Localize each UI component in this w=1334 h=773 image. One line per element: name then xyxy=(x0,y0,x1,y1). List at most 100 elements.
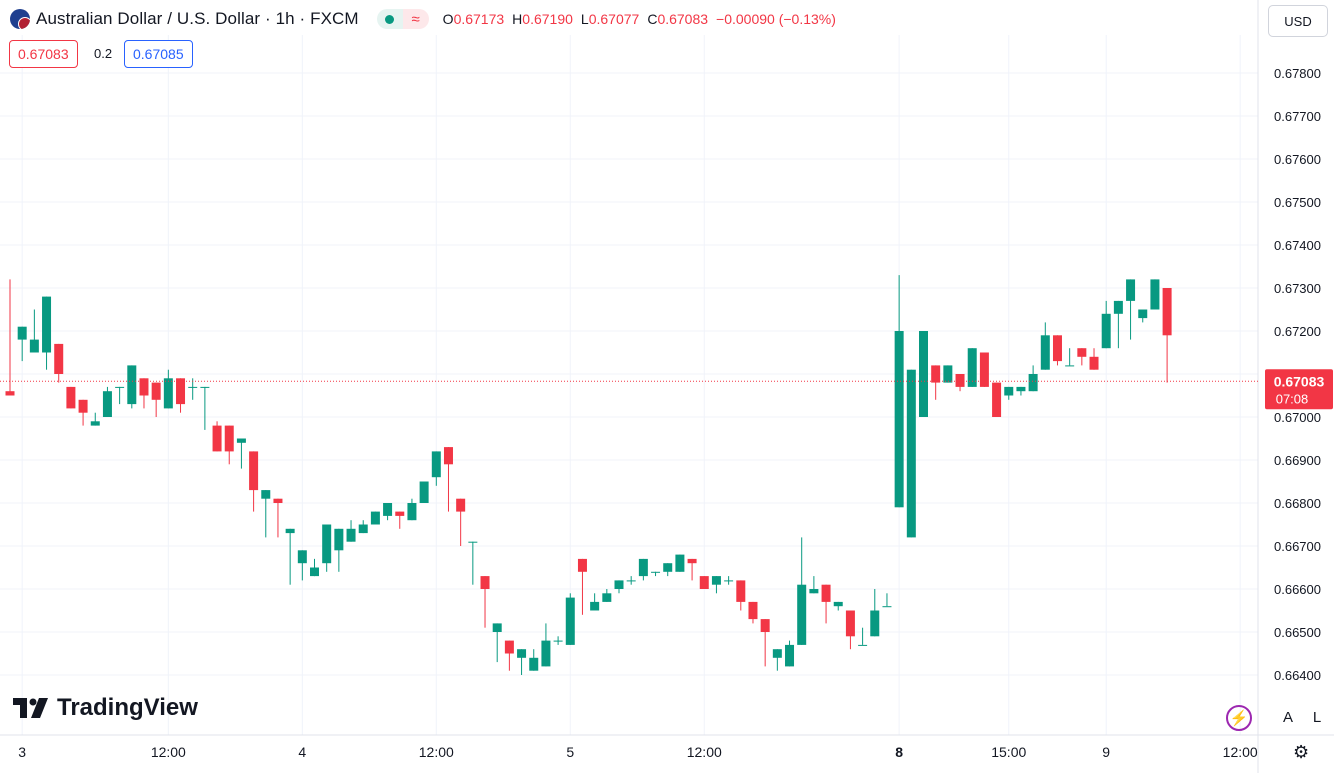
candle-up xyxy=(675,554,685,572)
candle-body xyxy=(931,365,941,383)
spread-value: 0.2 xyxy=(94,46,113,61)
candle-body xyxy=(967,348,977,387)
candle-up xyxy=(468,541,478,585)
last-price-label-bg xyxy=(1265,369,1333,410)
price-tick-label: 0.67700 xyxy=(1274,109,1321,124)
candle-body xyxy=(1077,348,1087,357)
candle-up xyxy=(1101,300,1111,349)
bar-countdown-label: 07:08 xyxy=(1276,391,1309,406)
candle-down xyxy=(151,382,161,417)
price-tick-label: 0.67600 xyxy=(1274,152,1321,167)
auto-scale-button[interactable]: A xyxy=(1276,704,1300,730)
candle-body xyxy=(224,425,234,452)
candle-body xyxy=(443,447,453,465)
candle-body xyxy=(17,326,27,340)
candle-up xyxy=(906,369,916,538)
candle-body xyxy=(163,378,173,409)
last-price-label: 0.67083 xyxy=(1274,373,1325,389)
currency-selector[interactable]: USD xyxy=(1268,5,1328,37)
candle-body xyxy=(675,554,685,572)
candle-down xyxy=(1162,288,1172,383)
candle-body xyxy=(90,421,100,426)
candle-down xyxy=(66,386,76,409)
candle-body xyxy=(261,490,271,499)
candle-up xyxy=(419,481,429,503)
candle-down xyxy=(480,576,490,628)
candle-down xyxy=(504,640,514,671)
candle-up xyxy=(797,537,807,645)
time-tick-label: 12:00 xyxy=(419,744,454,760)
candle-body xyxy=(1052,335,1062,362)
candle-up xyxy=(310,558,319,577)
candle-down xyxy=(54,343,64,383)
log-scale-button[interactable]: L xyxy=(1305,704,1329,730)
candle-up xyxy=(236,438,246,469)
market-status-pill[interactable]: ≈ xyxy=(376,9,429,29)
chart-header: Australian Dollar / U.S. Dollar · 1h · F… xyxy=(10,8,836,30)
candle-down xyxy=(699,576,709,589)
buy-price-button[interactable]: 0.67085 xyxy=(124,40,193,68)
candle-up xyxy=(663,563,673,577)
candle-down xyxy=(395,511,405,529)
candle-down xyxy=(443,447,453,512)
tradingview-logo[interactable]: TradingView xyxy=(13,694,198,722)
lightning-icon[interactable]: ⚡ xyxy=(1226,705,1252,731)
sell-price-button[interactable]: 0.67083 xyxy=(9,40,78,68)
candle-body xyxy=(1016,386,1026,392)
candle-body xyxy=(748,601,758,620)
candle-body xyxy=(346,528,356,542)
candle-body xyxy=(906,369,916,538)
wave-icon: ≈ xyxy=(402,9,429,29)
symbol-title[interactable]: Australian Dollar / U.S. Dollar · 1h · F… xyxy=(36,9,359,28)
candle-body xyxy=(943,365,953,383)
candle-body xyxy=(541,640,551,667)
candle-body xyxy=(1004,386,1014,396)
candle-up xyxy=(626,576,636,585)
candle-up xyxy=(529,649,539,671)
candle-body xyxy=(651,571,661,573)
candle-down xyxy=(577,558,587,615)
candle-up xyxy=(42,296,52,370)
aud-usd-flag-icon xyxy=(10,9,30,29)
candle-body xyxy=(955,374,965,387)
candles xyxy=(5,275,1172,675)
ohlc-close: C0.67083 xyxy=(647,11,709,27)
candle-body xyxy=(809,589,819,594)
price-tick-label: 0.66600 xyxy=(1274,582,1321,597)
candle-body xyxy=(1028,374,1038,392)
candle-body xyxy=(724,580,734,582)
candle-up xyxy=(894,275,904,508)
candle-body xyxy=(151,382,161,400)
candle-down xyxy=(1089,348,1099,370)
gear-icon[interactable]: ⚙ xyxy=(1293,742,1310,762)
candle-body xyxy=(492,623,502,632)
candle-body xyxy=(42,296,52,353)
candle-down xyxy=(78,399,88,426)
candle-up xyxy=(919,331,928,417)
candle-up xyxy=(638,558,648,581)
candle-body xyxy=(334,528,344,551)
time-tick-label: 12:00 xyxy=(1223,744,1258,760)
time-tick-label: 3 xyxy=(18,744,26,760)
candle-up xyxy=(541,623,551,667)
candle-body xyxy=(821,584,831,602)
price-tick-label: 0.67500 xyxy=(1274,195,1321,210)
market-open-icon xyxy=(376,9,403,29)
candle-body xyxy=(785,644,795,667)
candle-body xyxy=(517,649,527,658)
price-tick-label: 0.66900 xyxy=(1274,453,1321,468)
candle-up xyxy=(322,524,332,572)
candle-body xyxy=(614,580,624,589)
candle-up xyxy=(431,451,441,486)
candle-body xyxy=(858,644,868,646)
candle-up xyxy=(711,576,721,594)
price-tick-label: 0.66500 xyxy=(1274,625,1321,640)
price-tick-label: 0.67800 xyxy=(1274,66,1321,81)
candle-down xyxy=(224,425,234,465)
candle-down xyxy=(212,421,222,452)
candle-body xyxy=(285,528,295,534)
candle-body xyxy=(456,498,466,512)
candle-up xyxy=(346,520,356,542)
candle-down xyxy=(992,382,1002,417)
